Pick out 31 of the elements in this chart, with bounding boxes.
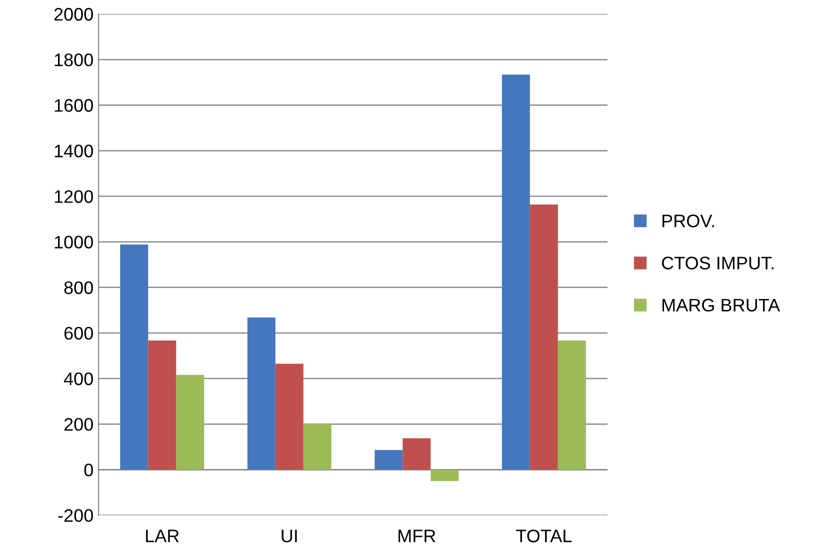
legend-label: CTOS IMPUT. <box>662 256 774 270</box>
y-tick-label: 1600 <box>54 99 93 112</box>
y-tick-label: 1000 <box>54 236 93 249</box>
y-tick-label: 1800 <box>54 54 93 66</box>
legend-label: PROV. <box>662 214 714 228</box>
y-tick-label: 0 <box>84 464 93 476</box>
bar <box>275 364 304 470</box>
bar <box>176 374 204 470</box>
y-tick-label: 400 <box>64 372 93 386</box>
y-tick-label: 200 <box>64 418 93 431</box>
x-tick-label: UI <box>282 530 297 542</box>
x-tick-label: LAR <box>146 530 179 542</box>
legend-label: MARG BRUTA <box>662 298 780 312</box>
y-tick-label: 1200 <box>54 190 93 203</box>
bar <box>374 450 403 470</box>
bar <box>558 340 586 470</box>
bar <box>120 244 148 470</box>
y-tick-label: 600 <box>64 326 93 340</box>
bar <box>247 317 276 470</box>
bar <box>148 340 176 470</box>
x-tick-label: MFR <box>398 530 436 542</box>
bar <box>430 470 459 482</box>
bar <box>530 204 558 470</box>
bar <box>402 438 431 470</box>
y-tick-label: 2000 <box>54 8 93 21</box>
y-tick-label: 800 <box>64 281 93 294</box>
bar <box>502 74 530 470</box>
x-tick-label: TOTAL <box>516 530 572 542</box>
y-tick-label: 1400 <box>54 144 93 158</box>
y-tick-label: -200 <box>58 509 93 522</box>
bar <box>303 423 332 470</box>
